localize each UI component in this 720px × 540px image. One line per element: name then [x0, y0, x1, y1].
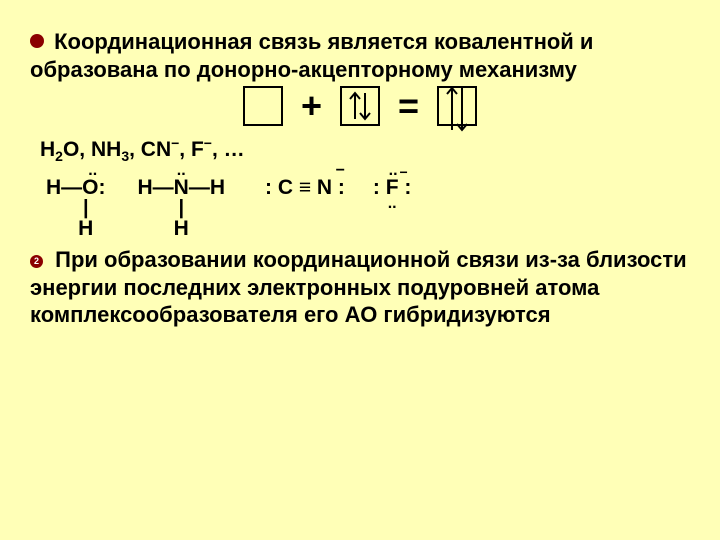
orbital-box-empty [243, 86, 283, 126]
orbital-box-paired [340, 86, 380, 126]
lewis-structures: .. H—O: | H .. H—N—H | H − : C ≡ N : .. … [40, 166, 690, 240]
nh3-h: H [174, 217, 189, 240]
orbital-box-result [437, 86, 477, 126]
f-charge: − [400, 168, 408, 176]
h2o-dots: .. [88, 166, 97, 176]
structure-cn: − : C ≡ N : [265, 166, 345, 217]
point2-label: При образовании координационной связи из… [30, 247, 687, 327]
nh3-main: H—N—H [138, 176, 226, 199]
cn-charge: − [336, 166, 345, 176]
plus-icon: + [301, 85, 322, 127]
h2o-bar: | [83, 199, 89, 217]
equals-icon: = [398, 85, 419, 127]
nh3-dots: .. [177, 166, 186, 176]
structure-nh3: .. H—N—H | H [138, 166, 226, 240]
structure-h2o: .. H—O: | H [46, 166, 106, 240]
bullet-1-icon [30, 34, 44, 48]
structure-f: .. − : F : .. [373, 166, 411, 209]
cn-main: : C ≡ N : [265, 176, 345, 199]
point1-container: Координационная связь является ковалентн… [30, 28, 690, 83]
h2o-main: H—O: [46, 176, 106, 199]
point2-container: 2 При образовании координационной связи … [30, 246, 690, 329]
orbital-diagram: + = [30, 85, 690, 127]
nh3-bar: | [178, 199, 184, 217]
point1-text: Координационная связь является ковалентн… [30, 28, 690, 83]
point1-label: Координационная связь является ковалентн… [30, 29, 593, 82]
f-dots-bot: .. [388, 199, 397, 209]
bullet-2-icon: 2 [30, 255, 43, 268]
ligands-list: H2O, NH3, CN−, F−, … [40, 135, 690, 164]
f-dots-top: .. [389, 166, 398, 176]
h2o-h: H [78, 217, 93, 240]
